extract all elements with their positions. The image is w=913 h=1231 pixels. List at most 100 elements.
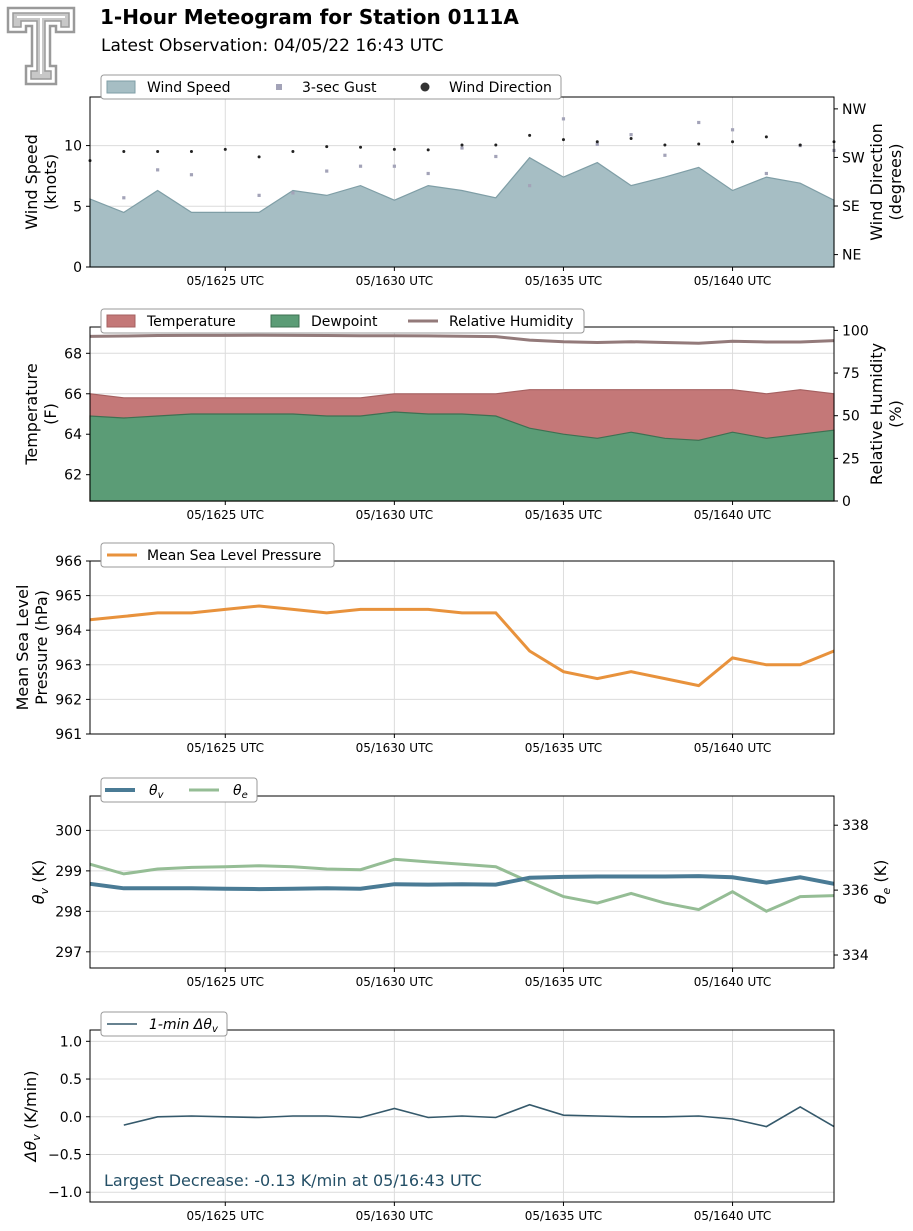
y-tick-label: 964 [55,623,82,639]
y-tick-label: 0.0 [60,1110,82,1126]
wind-direction-point [392,147,396,151]
y-tick-label: 0 [73,260,82,276]
legend-relative-humidity-label: Relative Humidity [449,314,573,330]
y-tick-label: 966 [55,554,82,570]
y-axis-label: θv (K) [29,860,51,904]
y2-tick-label: 338 [842,818,869,834]
texas-tech-logo-icon [6,6,76,86]
plot-frame [89,1029,835,1203]
y-tick-label: 66 [64,387,82,403]
y-tick-label: 64 [64,427,82,443]
y-tick-label: 965 [55,589,82,605]
gust-point [697,120,701,125]
y2-axis-label: Relative Humidity(%) [867,343,905,485]
legend-pressure-label: Mean Sea Level Pressure [147,548,321,564]
wind-direction-point [663,143,667,147]
legend-box [100,74,562,100]
y-tick-label: 1.0 [60,1034,82,1050]
panel-pressure: 05/1625 UTC 05/1630 UTC 05/1635 UTC 05/1640… [13,542,835,755]
gust-point [325,169,329,173]
y-tick-label: 68 [64,346,82,362]
wind-direction-point [629,137,633,141]
y2-tick-label: 0 [842,494,851,510]
wind-direction-point [494,143,498,147]
wind-direction-point [697,142,701,146]
y2-tick-label: NE [842,248,861,264]
y2-tick-label: 334 [842,948,869,964]
legend-wind-speed-swatch [106,80,136,94]
panel-delta: 05/1625 UTC 05/1630 UTC 05/1635 UTC 05/1640… [21,1011,835,1223]
y2-axis-label: θe (K) [871,860,893,905]
x-tick-label: 05/1625 UTC [187,1209,264,1223]
panel-thermo: 05/1625 UTC 05/1630 UTC 05/1635 UTC 05/1640… [22,308,905,522]
gust-point [595,142,599,146]
relative-humidity-line [89,333,835,345]
wind-direction-point [798,143,802,147]
x-tick-label: 05/1630 UTC [356,741,433,755]
wind-direction-point [460,143,464,147]
x-tick-label: 05/1625 UTC [187,741,264,755]
x-tick-label: 05/1635 UTC [525,508,602,522]
panel-wind: 05/1625 UTC 05/1630 UTC 05/1635 UTC 05/1640… [22,74,905,288]
wind-direction-point [156,150,160,154]
legend-dewpoint-swatch [270,314,300,328]
x-tick-label: 05/1635 UTC [525,741,602,755]
x-tick-label: 05/1640 UTC [694,1209,771,1223]
x-tick-label: 05/1630 UTC [356,975,433,989]
x-tick-label: 05/1640 UTC [694,741,771,755]
wind-direction-point [595,140,599,144]
y-tick-label: 297 [55,945,82,961]
legend-wind-speed-label: Wind Speed [147,80,231,96]
gust-point [122,196,126,200]
y-tick-label: 62 [64,468,82,484]
legend-gust-label: 3-sec Gust [302,80,377,96]
y-axis-label: Mean Sea LevelPressure (hPa) [13,585,51,711]
y2-axis-label: Wind Direction(degrees) [867,123,905,241]
gust-point [629,133,633,137]
x-tick-label: 05/1625 UTC [187,508,264,522]
y-tick-label: 300 [55,823,82,839]
y-tick-label: 10 [64,139,82,155]
legend-temperature-swatch [106,314,136,328]
wind-direction-point [291,150,295,154]
wind-direction-point [122,150,126,154]
y-tick-label: 963 [55,658,82,674]
y-tick-label: 962 [55,692,82,708]
legend-wind-direction-label: Wind Direction [449,80,552,96]
x-tick-label: 05/1630 UTC [356,1209,433,1223]
legend-delta-theta-label: 1-min Δθv [149,1017,219,1035]
legend-box [100,542,335,568]
wind-direction-point [189,150,193,154]
legend-box [100,308,585,334]
y-axis-label: Temperature(F) [22,363,60,465]
y-tick-label: 0.5 [60,1072,82,1088]
page-subtitle: Latest Observation: 04/05/22 16:43 UTC [101,36,444,56]
legend-gust-swatch [276,84,282,90]
y2-tick-label: 100 [842,323,869,339]
y2-tick-label: SE [842,199,860,215]
x-tick-label: 05/1625 UTC [187,274,264,288]
y2-tick-label: 336 [842,883,869,899]
wind-direction-point [731,140,735,144]
dewpoint-area [89,411,835,502]
x-tick-label: 05/1640 UTC [694,508,771,522]
pressure-line [89,604,835,688]
y2-tick-label: 25 [842,451,860,467]
gust-point [528,184,532,188]
wind-direction-point [426,148,430,152]
plot-frame [89,560,835,735]
gust-point [358,164,363,168]
page-title: 1-Hour Meteogram for Station 0111A [100,5,519,29]
legend-box [100,1011,228,1037]
gust-point [663,153,667,157]
gust-point [291,191,295,195]
gust-point [189,173,194,177]
legend-temperature-label: Temperature [146,314,236,330]
y-tick-label: −1.0 [48,1185,82,1201]
wind-direction-point [359,145,363,149]
wind-speed-area [89,156,835,268]
gust-point [426,171,430,176]
x-tick-label: 05/1635 UTC [525,274,602,288]
delta-theta-line [123,1103,835,1128]
